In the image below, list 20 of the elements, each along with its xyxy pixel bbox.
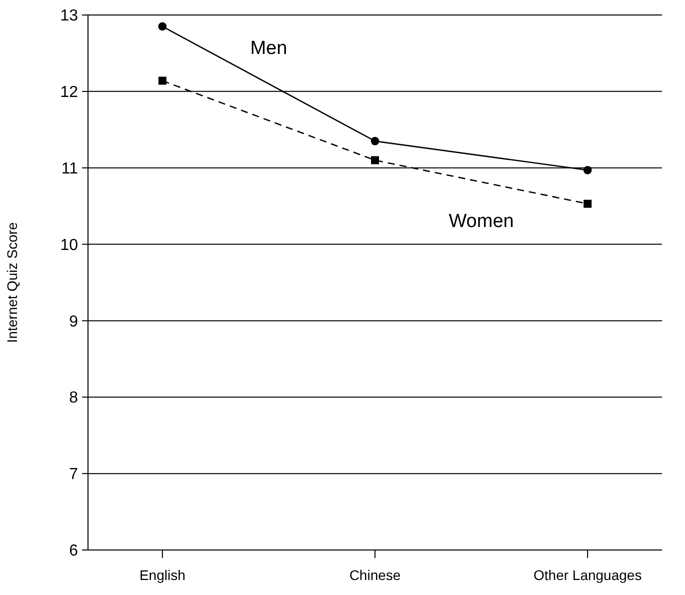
point [158, 22, 167, 31]
x-tick-label: Chinese [349, 567, 401, 583]
y-tick-label: 12 [60, 84, 78, 102]
y-tick-label: 8 [69, 390, 78, 407]
y-tick-label: 6 [69, 542, 78, 560]
series-label: Women [448, 210, 514, 232]
y-tick-label: 11 [61, 160, 78, 178]
y-tick-label: 13 [60, 8, 78, 25]
point [584, 200, 592, 208]
point [371, 156, 379, 164]
point [370, 136, 380, 146]
x-tick-label: Other Languages [533, 567, 642, 583]
point [583, 166, 592, 174]
y-tick-label: 10 [60, 236, 78, 254]
point [158, 76, 166, 85]
y-tick-label: 9 [69, 313, 78, 330]
y-tick-label: 7 [69, 466, 78, 484]
y-axis-title: Internet Quiz Score [4, 222, 20, 343]
series-label: Men [250, 38, 288, 59]
x-tick-label: English [139, 567, 186, 583]
